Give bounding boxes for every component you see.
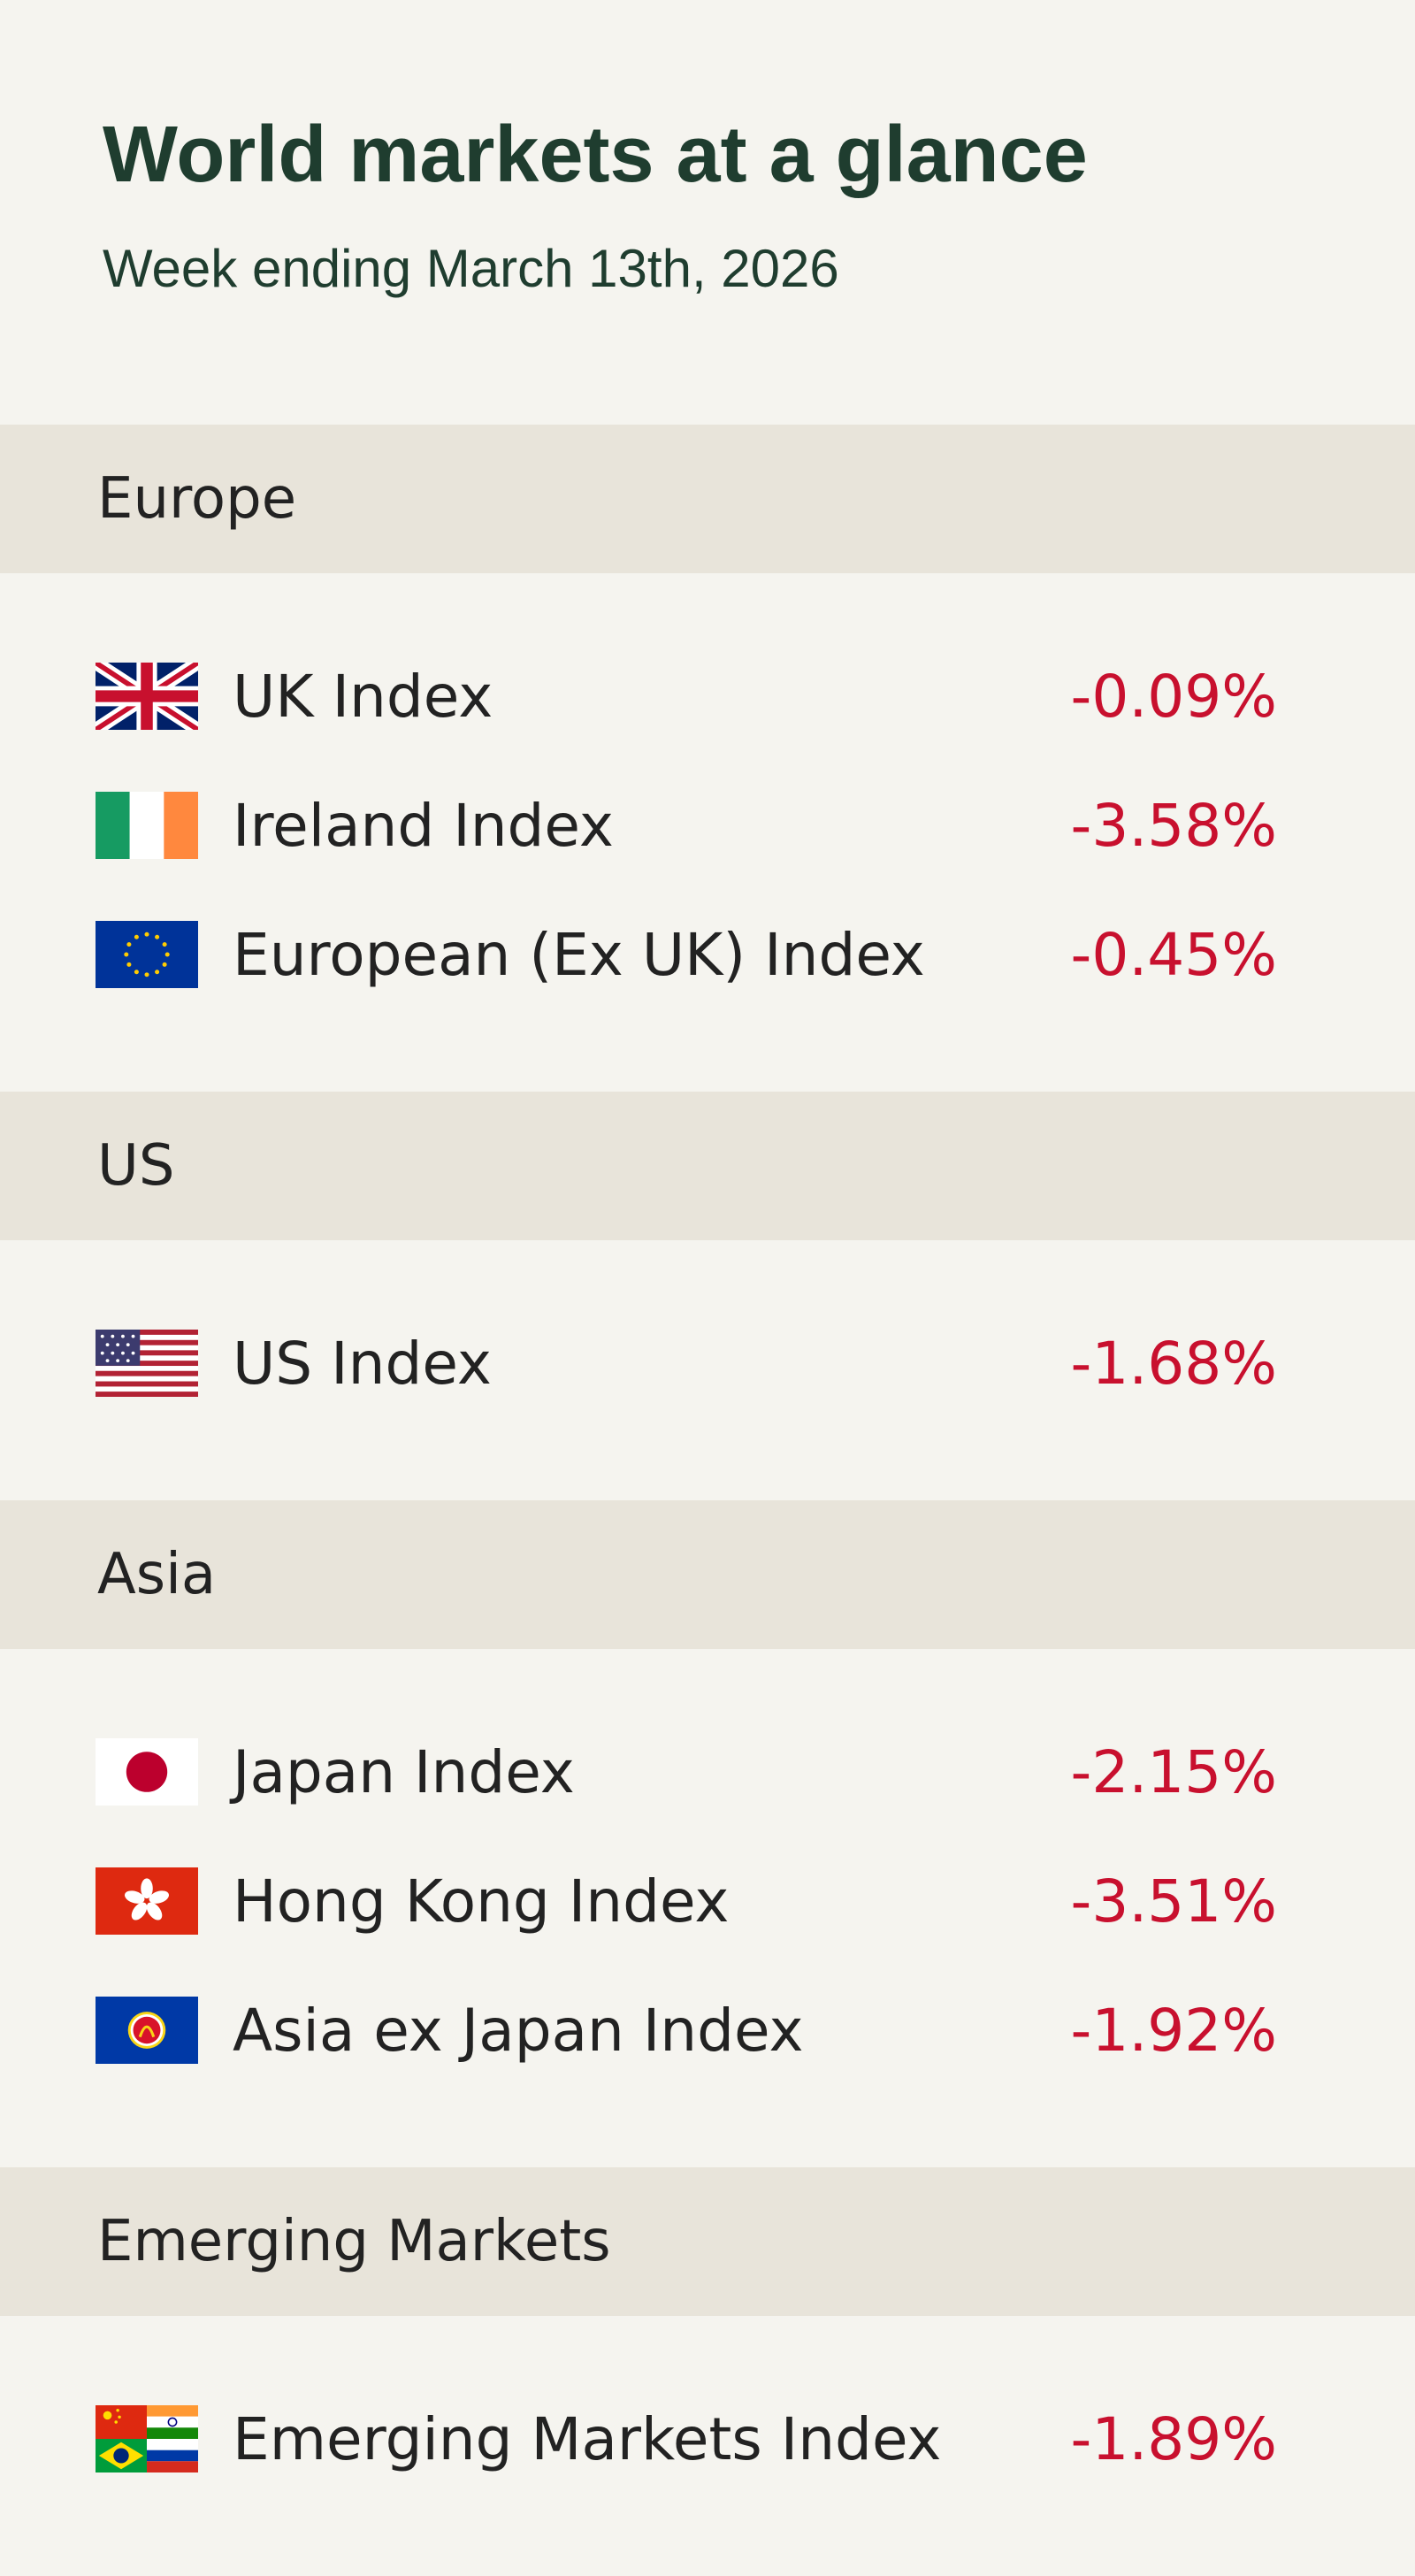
section-header: Asia — [0, 1500, 1415, 1649]
index-value: -1.68% — [1070, 1329, 1277, 1398]
flag-icon — [96, 1330, 198, 1397]
index-row: Ireland Index -3.58% — [0, 761, 1415, 890]
section-rows: Emerging Markets Index -1.89% — [0, 2316, 1415, 2576]
index-value: -3.58% — [1070, 791, 1277, 860]
index-label: Emerging Markets Index — [233, 2404, 942, 2473]
flag-icon — [96, 792, 198, 859]
index-label: US Index — [233, 1329, 492, 1398]
index-value: -3.51% — [1070, 1867, 1277, 1936]
flag-icon — [96, 921, 198, 988]
index-row: US Index -1.68% — [0, 1299, 1415, 1428]
index-row: European (Ex UK) Index -0.45% — [0, 890, 1415, 1019]
index-label: Japan Index — [233, 1737, 575, 1806]
index-label: UK Index — [233, 662, 493, 731]
section-rows: Japan Index -2.15% Hong Kong Index -3.51… — [0, 1649, 1415, 2167]
index-label: Asia ex Japan Index — [233, 1996, 804, 2065]
flag-icon — [96, 663, 198, 730]
index-row: Emerging Markets Index -1.89% — [0, 2374, 1415, 2503]
index-value: -2.15% — [1070, 1737, 1277, 1806]
flag-icon — [96, 2405, 198, 2472]
index-label: European (Ex UK) Index — [233, 920, 925, 989]
section-rows: US Index -1.68% — [0, 1240, 1415, 1500]
subtitle: Week ending March 13th, 2026 — [103, 239, 839, 298]
title: World markets at a glance — [103, 111, 1088, 199]
section-header: Europe — [0, 425, 1415, 573]
index-value: -0.45% — [1070, 920, 1277, 989]
header: World markets at a glance Week ending Ma… — [0, 0, 1415, 425]
section-header: US — [0, 1092, 1415, 1240]
index-row: Japan Index -2.15% — [0, 1707, 1415, 1836]
section-rows: UK Index -0.09% Ireland Index -3.58% Eur… — [0, 573, 1415, 1092]
index-value: -1.89% — [1070, 2404, 1277, 2473]
flag-icon — [96, 1738, 198, 1806]
index-row: Hong Kong Index -3.51% — [0, 1836, 1415, 1966]
index-row: UK Index -0.09% — [0, 632, 1415, 761]
section-header: Emerging Markets — [0, 2167, 1415, 2316]
index-value: -0.09% — [1070, 662, 1277, 731]
index-label: Ireland Index — [233, 791, 614, 860]
flag-icon — [96, 1867, 198, 1935]
index-value: -1.92% — [1070, 1996, 1277, 2065]
index-label: Hong Kong Index — [233, 1867, 730, 1936]
flag-icon — [96, 1997, 198, 2064]
index-row: Asia ex Japan Index -1.92% — [0, 1966, 1415, 2095]
